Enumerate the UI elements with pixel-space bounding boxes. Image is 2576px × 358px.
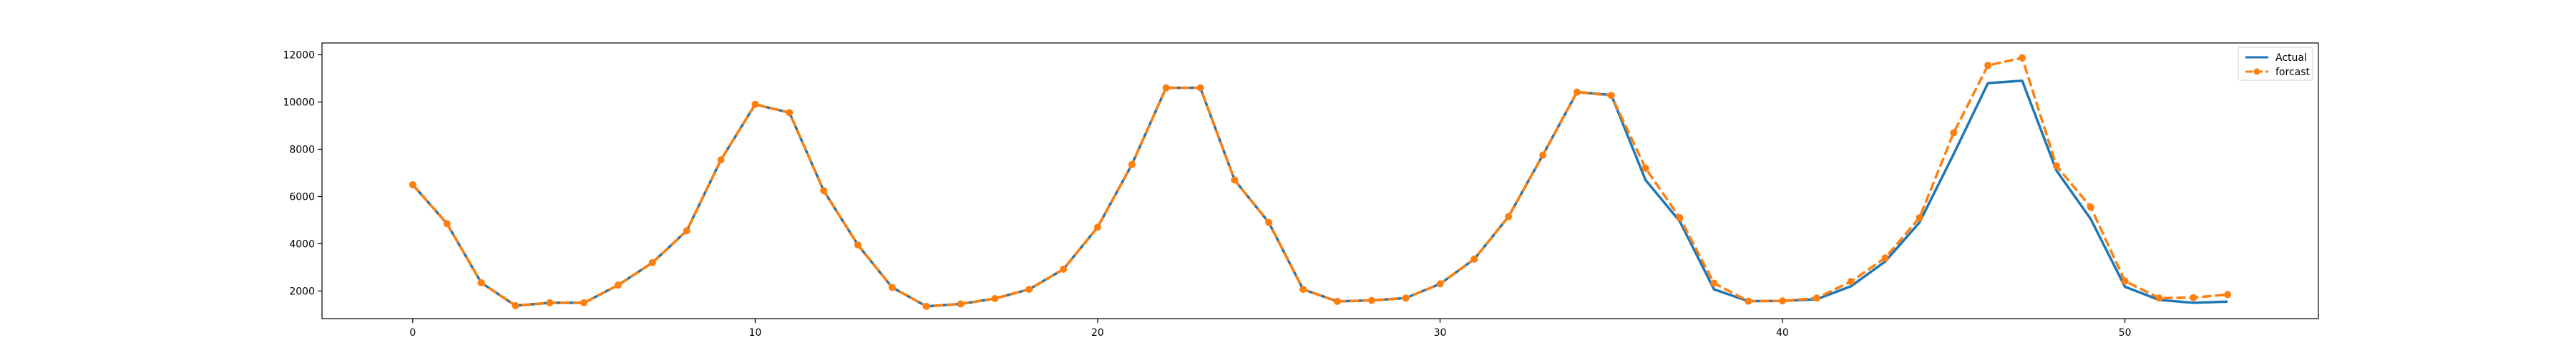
data-point-forcast — [648, 258, 656, 266]
data-point-forcast — [1093, 223, 1101, 231]
x-tick-label: 10 — [748, 327, 761, 339]
data-point-forcast — [1539, 151, 1547, 159]
data-point-forcast — [888, 284, 896, 291]
data-point-forcast — [957, 300, 965, 308]
data-point-forcast — [922, 302, 930, 310]
data-point-forcast — [1299, 286, 1307, 294]
data-point-forcast — [1025, 286, 1033, 294]
plot-area — [322, 43, 2318, 319]
data-point-forcast — [1745, 297, 1752, 305]
data-point-forcast — [1060, 266, 1068, 274]
data-point-forcast — [409, 180, 416, 188]
data-point-forcast — [1881, 254, 1889, 262]
data-point-forcast — [2190, 294, 2197, 301]
data-point-forcast — [1916, 214, 1923, 222]
data-point-forcast — [546, 299, 554, 306]
axes-layer: 0 10 20 30 40 50 2000 4000 6000 8000 10000 12000 — [283, 42, 2319, 339]
x-tick-label: 20 — [1091, 327, 1104, 339]
data-point-forcast — [1710, 279, 1718, 287]
legend-label-actual: Actual — [2275, 52, 2307, 64]
legend-marker-forcast — [2253, 68, 2260, 75]
plot-frame — [321, 42, 2319, 319]
x-tick-label: 30 — [1434, 327, 1447, 339]
data-point-forcast — [2224, 291, 2232, 299]
data-point-forcast — [2121, 277, 2129, 285]
data-point-forcast — [614, 281, 622, 289]
data-point-forcast — [512, 301, 519, 309]
data-point-forcast — [1984, 62, 1992, 69]
data-point-forcast — [751, 100, 759, 108]
y-tick-label: 4000 — [289, 238, 315, 250]
data-point-forcast — [2019, 54, 2026, 62]
y-tick-label: 10000 — [283, 97, 315, 108]
legend-label-forcast: forcast — [2275, 67, 2311, 78]
data-point-forcast — [820, 187, 828, 195]
x-tick-label: 40 — [1776, 327, 1789, 339]
data-point-forcast — [1813, 294, 1820, 302]
data-point-forcast — [1641, 164, 1649, 172]
data-point-forcast — [683, 227, 691, 235]
data-point-forcast — [2052, 162, 2060, 170]
data-point-forcast — [1847, 278, 1855, 286]
x-tick-label: 0 — [409, 327, 416, 339]
data-point-forcast — [1607, 92, 1615, 100]
x-tick-label: 50 — [2119, 327, 2132, 339]
data-point-forcast — [1505, 213, 1513, 221]
series-layer — [409, 54, 2232, 310]
y-tick-label: 2000 — [289, 286, 315, 297]
data-point-forcast — [717, 156, 725, 164]
y-tick-label: 6000 — [289, 191, 315, 203]
data-point-forcast — [1402, 294, 1410, 302]
data-point-forcast — [580, 299, 588, 306]
data-point-forcast — [1333, 297, 1341, 305]
y-tick-label: 8000 — [289, 144, 315, 155]
data-point-forcast — [1196, 84, 1204, 92]
data-point-forcast — [786, 109, 794, 117]
data-point-forcast — [1231, 176, 1239, 184]
data-point-forcast — [2155, 294, 2163, 302]
data-point-forcast — [1470, 255, 1478, 263]
data-point-forcast — [1676, 214, 1684, 222]
data-point-forcast — [1779, 297, 1787, 305]
data-point-forcast — [1265, 218, 1273, 226]
data-point-forcast — [854, 241, 862, 249]
data-point-forcast — [2087, 203, 2094, 211]
data-point-forcast — [1950, 129, 1958, 137]
data-point-forcast — [477, 279, 485, 286]
data-point-forcast — [1573, 88, 1581, 96]
y-tick-label: 12000 — [283, 49, 315, 61]
data-point-forcast — [1162, 84, 1170, 92]
data-point-forcast — [1367, 296, 1375, 304]
data-point-forcast — [991, 294, 999, 302]
data-point-forcast — [443, 220, 451, 228]
data-point-forcast — [1128, 160, 1136, 168]
data-point-forcast — [1436, 280, 1444, 288]
legend: Actual forcast — [2238, 47, 2313, 81]
series-line-forcast — [411, 57, 2228, 308]
